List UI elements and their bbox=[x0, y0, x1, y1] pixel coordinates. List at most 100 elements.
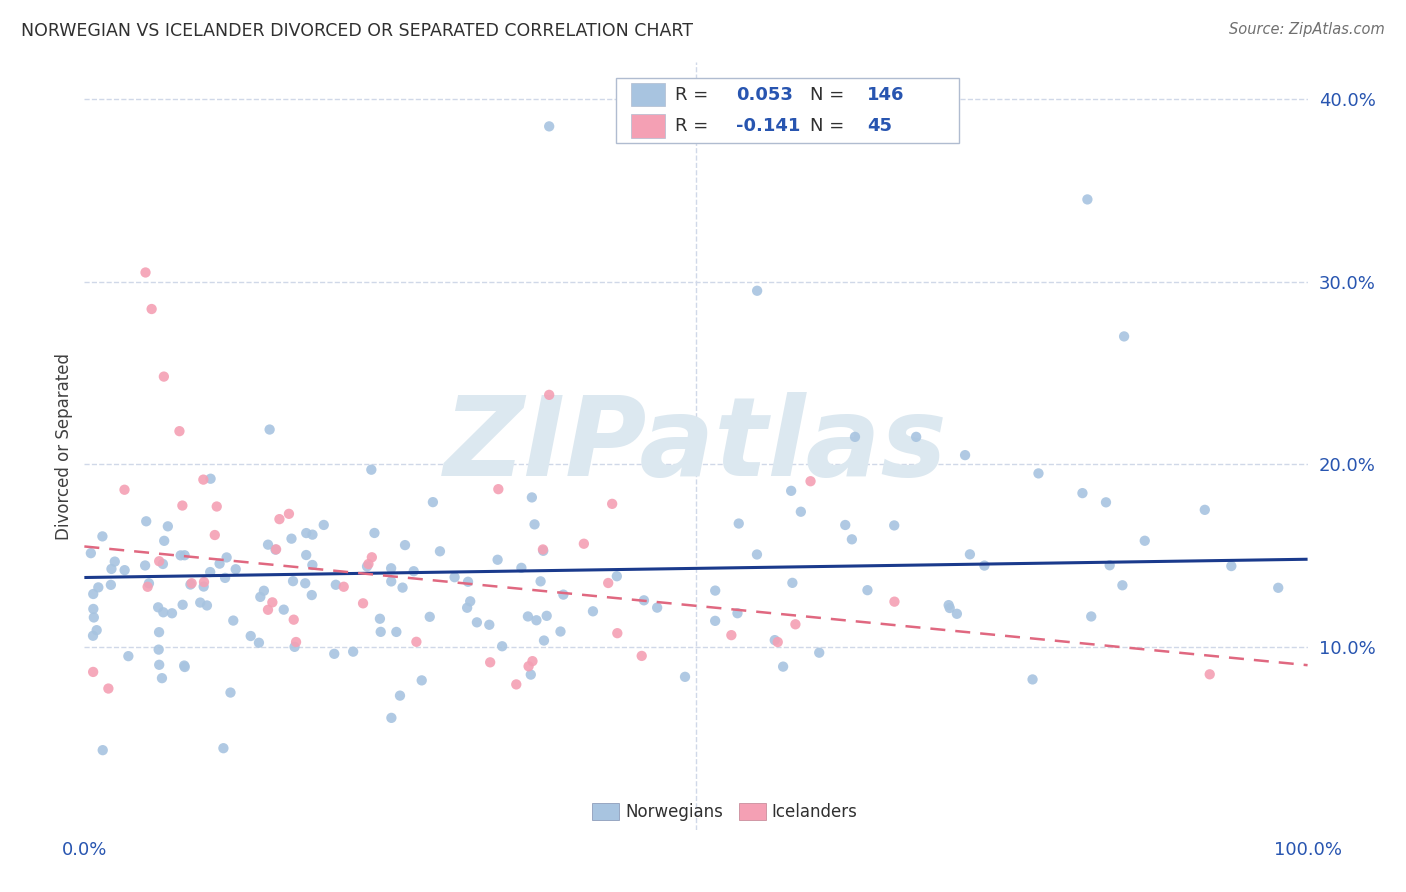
Point bbox=[491, 639, 513, 653]
Point bbox=[766, 635, 789, 649]
Point bbox=[114, 483, 136, 497]
Point bbox=[1028, 467, 1050, 481]
Point bbox=[380, 574, 402, 589]
Point bbox=[150, 671, 173, 685]
Point bbox=[380, 711, 402, 725]
Point bbox=[100, 562, 122, 576]
Point bbox=[100, 578, 122, 592]
Point bbox=[747, 284, 769, 298]
Point bbox=[80, 546, 103, 560]
Point bbox=[325, 578, 347, 592]
Point bbox=[1111, 578, 1133, 592]
Point bbox=[959, 547, 981, 561]
Point bbox=[704, 583, 727, 598]
Point bbox=[1114, 329, 1136, 343]
Point bbox=[172, 598, 194, 612]
Point bbox=[247, 636, 270, 650]
Point bbox=[360, 550, 382, 565]
Point bbox=[135, 514, 157, 528]
Point bbox=[704, 614, 727, 628]
Point bbox=[673, 670, 696, 684]
Point bbox=[278, 507, 301, 521]
Point bbox=[510, 561, 533, 575]
Point bbox=[465, 615, 488, 630]
Point bbox=[257, 603, 280, 617]
Point bbox=[938, 598, 960, 612]
Point bbox=[82, 602, 104, 616]
Text: Source: ZipAtlas.com: Source: ZipAtlas.com bbox=[1229, 22, 1385, 37]
Point bbox=[388, 689, 411, 703]
Point bbox=[553, 588, 575, 602]
Point bbox=[82, 665, 104, 679]
Point bbox=[422, 495, 444, 509]
Point bbox=[239, 629, 262, 643]
Point bbox=[148, 625, 170, 640]
Point bbox=[323, 647, 346, 661]
Point bbox=[391, 581, 413, 595]
Point bbox=[1098, 558, 1121, 573]
Point bbox=[283, 613, 305, 627]
Point bbox=[179, 577, 201, 591]
Text: ZIPatlas: ZIPatlas bbox=[444, 392, 948, 500]
Point bbox=[285, 635, 308, 649]
Point bbox=[215, 550, 238, 565]
Point bbox=[790, 505, 813, 519]
Point bbox=[82, 587, 104, 601]
Point bbox=[148, 657, 170, 672]
Point bbox=[200, 565, 222, 579]
Point bbox=[834, 518, 856, 533]
Point bbox=[582, 604, 605, 618]
Point bbox=[953, 448, 976, 462]
Point bbox=[456, 600, 478, 615]
Point bbox=[550, 624, 572, 639]
Point bbox=[193, 473, 215, 487]
Point bbox=[138, 576, 160, 591]
Point bbox=[531, 542, 554, 557]
Point bbox=[1220, 559, 1243, 574]
Point bbox=[87, 581, 110, 595]
Point bbox=[156, 519, 179, 533]
Point bbox=[97, 681, 120, 696]
Point bbox=[222, 614, 245, 628]
Point bbox=[370, 624, 392, 639]
Bar bbox=[738, 804, 766, 821]
Point bbox=[86, 623, 108, 637]
Point bbox=[526, 613, 548, 627]
Text: Norwegians: Norwegians bbox=[626, 803, 723, 821]
Point bbox=[205, 500, 228, 514]
Bar bbox=[631, 83, 665, 106]
Point bbox=[883, 518, 905, 533]
Point bbox=[505, 677, 527, 691]
Point bbox=[214, 571, 236, 585]
Text: N =: N = bbox=[810, 117, 849, 135]
Point bbox=[720, 628, 742, 642]
Point bbox=[745, 548, 768, 562]
Point bbox=[153, 369, 176, 384]
Point bbox=[146, 600, 169, 615]
Point bbox=[1267, 581, 1289, 595]
Point bbox=[169, 424, 191, 438]
Point bbox=[841, 533, 863, 547]
Point bbox=[153, 533, 176, 548]
Point bbox=[458, 594, 481, 608]
Point bbox=[411, 673, 433, 688]
Point bbox=[357, 557, 380, 571]
Point bbox=[273, 602, 295, 616]
Text: 146: 146 bbox=[868, 86, 904, 103]
Point bbox=[538, 388, 561, 402]
Point bbox=[479, 656, 502, 670]
Point bbox=[385, 624, 408, 639]
Point bbox=[1076, 193, 1098, 207]
Point bbox=[82, 629, 104, 643]
Point bbox=[294, 576, 316, 591]
Point bbox=[172, 499, 194, 513]
Text: -0.141: -0.141 bbox=[737, 117, 800, 135]
Point bbox=[799, 474, 821, 488]
Point bbox=[630, 648, 652, 663]
Text: 45: 45 bbox=[868, 117, 893, 135]
Point bbox=[312, 518, 335, 533]
Point bbox=[135, 265, 157, 279]
Text: Icelanders: Icelanders bbox=[772, 803, 858, 821]
Point bbox=[533, 633, 555, 648]
Point bbox=[1095, 495, 1118, 509]
